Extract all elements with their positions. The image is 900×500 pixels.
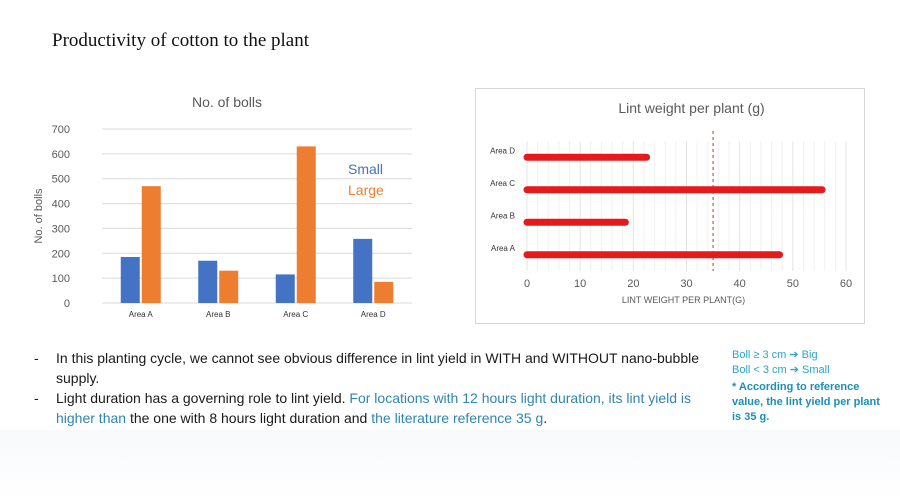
chart-title: No. of bolls [192, 94, 262, 110]
x-tick-label: 0 [524, 278, 530, 290]
notes-list: - In this planting cycle, we cannot see … [34, 348, 724, 428]
bar-small [275, 274, 295, 303]
x-tick-label: Area A [129, 310, 154, 319]
bar-large [141, 186, 161, 303]
y-tick-label: 200 [52, 248, 70, 260]
chart-title: Lint weight per plant (g) [618, 100, 764, 116]
y-tick-label: Area A [491, 244, 516, 253]
note-text: Light duration has a governing role to l… [56, 390, 692, 426]
y-tick-label: 600 [52, 149, 70, 161]
x-tick-label: 10 [574, 278, 586, 290]
x-tick-label: Area C [283, 310, 308, 319]
reference-note: * According to reference value, the lint… [732, 381, 880, 423]
y-axis-label: No. of bolls [33, 188, 45, 244]
bar-large [219, 270, 239, 303]
legend-entry: Large [348, 182, 384, 198]
slide-title: Productivity of cotton to the plant [52, 30, 309, 51]
bolls-chart: No. of bolls No. of bolls 0 100 200 300 400 500… [33, 94, 412, 319]
y-tick-label: 500 [52, 174, 70, 186]
boll-small-note: Boll < 3 cm ➔ Small [732, 364, 830, 376]
bar-large [296, 146, 316, 303]
x-tick-label: Area B [206, 310, 230, 319]
note-item: - Light duration has a governing role to… [34, 388, 724, 428]
legend-entry: Small [348, 161, 383, 177]
x-tick-label: 60 [840, 278, 852, 290]
x-tick-label: 30 [680, 278, 692, 290]
bar-small [353, 238, 373, 303]
y-tick-label: 700 [52, 124, 70, 136]
x-tick-label: 20 [627, 278, 639, 290]
x-tick-label: Area D [361, 310, 386, 319]
y-tick-label: 300 [52, 223, 70, 235]
x-tick-label: 40 [734, 278, 746, 290]
bar-small [120, 257, 140, 303]
side-notes: Boll ≥ 3 cm ➔ Big Boll < 3 cm ➔ Small * … [732, 348, 892, 425]
lint-weight-chart-frame: Lint weight per plant (g) 0 10 20 30 40 50 60 Ar… [475, 88, 865, 324]
y-tick-label: Area B [491, 211, 515, 220]
y-tick-label: 0 [64, 298, 70, 310]
background-fade [0, 430, 900, 500]
x-axis-label: LINT WEIGHT PER PLANT(G) [622, 295, 745, 305]
boll-big-note: Boll ≥ 3 cm ➔ Big [732, 349, 818, 361]
bar-large [374, 281, 394, 303]
y-tick-label: 400 [52, 199, 70, 211]
y-tick-label: 100 [52, 273, 70, 285]
bar-small [198, 260, 218, 303]
x-tick-label: 50 [787, 278, 799, 290]
y-tick-label: Area D [490, 146, 515, 155]
lint-weight-chart: Lint weight per plant (g) 0 10 20 30 40 50 60 Ar… [490, 100, 852, 305]
note-item: - In this planting cycle, we cannot see … [34, 348, 724, 388]
note-text: In this planting cycle, we cannot see ob… [56, 350, 700, 386]
y-tick-label: Area C [490, 179, 515, 188]
